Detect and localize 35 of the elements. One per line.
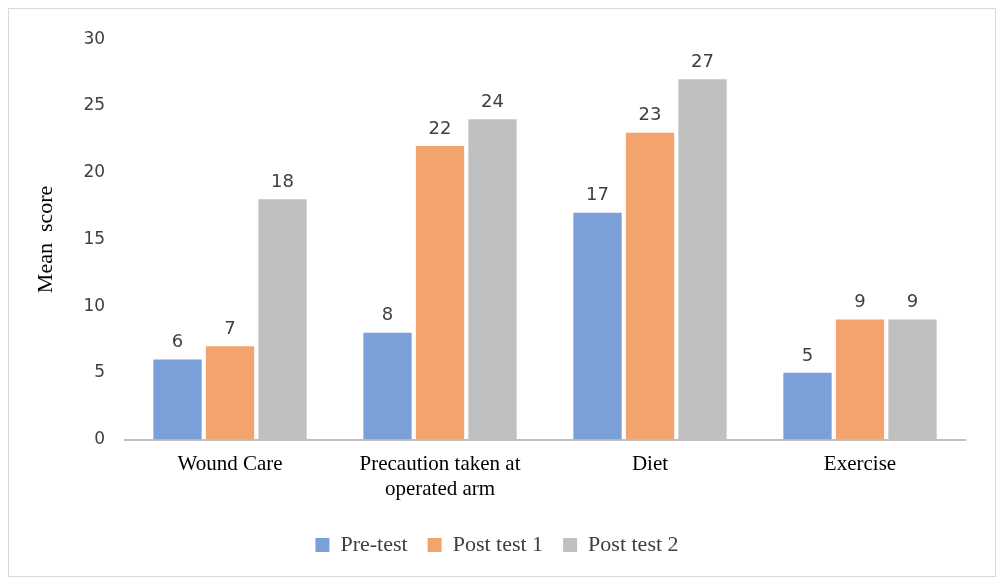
y-tick-label: 25 xyxy=(83,94,106,115)
y-tick-label: 10 xyxy=(83,294,106,315)
x-tick-label: Precaution taken at operated arm xyxy=(359,450,521,500)
x-tick-label: Exercise xyxy=(823,450,897,475)
x-tick-label: Wound Care xyxy=(177,450,283,475)
data-label: 9 xyxy=(854,290,866,312)
data-label: 7 xyxy=(224,316,236,338)
data-label: 5 xyxy=(801,343,814,365)
legend-label: Pre-test xyxy=(340,530,408,556)
data-label: 22 xyxy=(428,116,452,138)
bar xyxy=(205,346,255,440)
bar xyxy=(415,145,465,440)
bar xyxy=(625,132,675,440)
y-tick-label: 5 xyxy=(94,361,106,382)
legend-label: Post test 2 xyxy=(588,530,679,556)
bar xyxy=(153,359,202,440)
bar xyxy=(573,212,622,440)
x-tick-label: Diet xyxy=(631,450,669,475)
bar xyxy=(363,332,412,440)
y-tick-label: 0 xyxy=(94,428,106,449)
data-label: 18 xyxy=(271,170,294,192)
y-tick-label: 20 xyxy=(83,161,106,182)
y-tick-label: 30 xyxy=(83,27,106,48)
data-label: 23 xyxy=(638,103,662,125)
y-tick-label: 15 xyxy=(83,227,106,248)
y-axis-title: Mean score xyxy=(31,185,57,294)
data-label: 27 xyxy=(691,49,714,71)
data-label: 24 xyxy=(481,89,504,111)
bar xyxy=(783,372,832,440)
data-label: 8 xyxy=(381,303,394,325)
data-label: 9 xyxy=(906,290,919,312)
data-label: 17 xyxy=(586,183,609,205)
bar xyxy=(835,319,885,440)
data-label: 6 xyxy=(171,330,184,352)
legend-label: Post test 1 xyxy=(452,530,544,556)
